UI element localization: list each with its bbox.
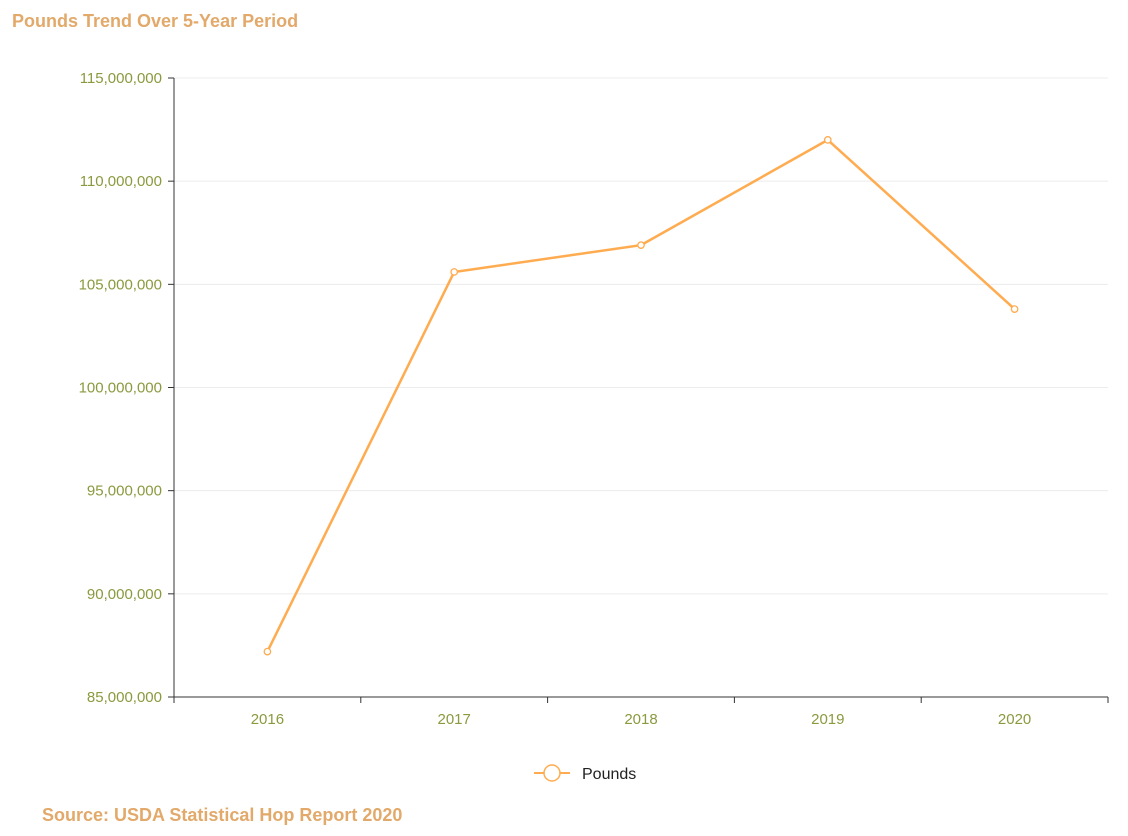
chart-title: Pounds Trend Over 5-Year Period <box>12 11 299 31</box>
legend-marker <box>543 764 561 782</box>
y-tick-label: 100,000,000 <box>79 380 162 397</box>
data-point[interactable] <box>263 647 272 656</box>
legend-label[interactable]: Pounds <box>582 766 636 783</box>
x-axis-ticks: 2016 2017 2018 2019 2020 <box>173 697 1109 728</box>
y-tick-label: 115,000,000 <box>80 70 162 87</box>
data-point[interactable] <box>823 136 832 144</box>
x-tick-label: 2020 <box>998 711 1031 728</box>
series-line-pounds <box>266 138 1016 653</box>
legend[interactable]: Pounds <box>534 764 636 783</box>
source-note: Source: USDA Statistical Hop Report 2020 <box>42 805 403 825</box>
y-tick-label: 105,000,000 <box>79 276 162 293</box>
y-tick-label: 110,000,000 <box>80 173 162 190</box>
y-tick-label: 90,000,000 <box>87 586 162 603</box>
data-point[interactable] <box>637 241 645 249</box>
x-tick-label: 2017 <box>438 711 471 728</box>
y-tick-label: 85,000,000 <box>87 689 162 706</box>
x-tick-label: 2018 <box>624 711 657 728</box>
data-point[interactable] <box>450 268 459 276</box>
y-tick-label: 95,000,000 <box>87 483 162 500</box>
x-tick-label: 2016 <box>251 711 284 728</box>
data-point[interactable] <box>1010 305 1019 313</box>
y-axis-ticks: 85,000,000 90,000,000 95,000,000 100,000,00… <box>79 70 174 706</box>
gridlines <box>174 77 1108 595</box>
x-tick-label: 2019 <box>811 711 844 728</box>
series-pounds <box>263 136 1019 656</box>
